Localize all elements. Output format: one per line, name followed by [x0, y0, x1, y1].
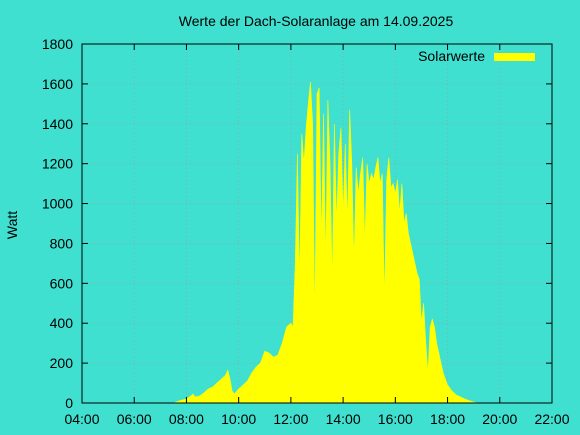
y-tick-label: 1400: [42, 116, 73, 132]
y-tick-label: 0: [65, 395, 73, 411]
y-tick-label: 800: [50, 235, 74, 251]
legend-swatch-solarwerte: [494, 53, 535, 61]
legend: Solarwerte: [418, 48, 535, 64]
x-tick-label: 20:00: [482, 411, 517, 427]
series-layer: [173, 81, 479, 404]
x-tick-label: 14:00: [326, 411, 361, 427]
y-tick-label: 1000: [42, 196, 73, 212]
y-tick-label: 1800: [42, 36, 73, 52]
legend-label-solarwerte: Solarwerte: [418, 48, 485, 64]
y-tick-label: 1200: [42, 156, 73, 172]
x-tick-label: 04:00: [64, 411, 99, 427]
chart-title: Werte der Dach-Solaranlage am 14.09.2025: [179, 13, 454, 29]
y-tick-label: 400: [50, 315, 74, 331]
x-tick-label: 18:00: [430, 411, 465, 427]
plot-frame: [81, 43, 553, 404]
x-tick-label: 12:00: [273, 411, 308, 427]
x-tick-label: 08:00: [169, 411, 204, 427]
series-area-solarwerte: [173, 81, 479, 404]
x-tick-label: 22:00: [534, 411, 569, 427]
axis-ticks: 0 200 400 600 800 1000 1200 1400 1600 1800 04:00 06…: [42, 36, 570, 427]
y-axis-label: Watt: [4, 211, 20, 239]
x-tick-label: 10:00: [221, 411, 256, 427]
y-tick-label: 200: [50, 355, 74, 371]
y-tick-label: 1600: [42, 76, 73, 92]
x-tick-label: 16:00: [378, 411, 413, 427]
y-tick-label: 600: [50, 275, 74, 291]
x-tick-label: 06:00: [117, 411, 152, 427]
